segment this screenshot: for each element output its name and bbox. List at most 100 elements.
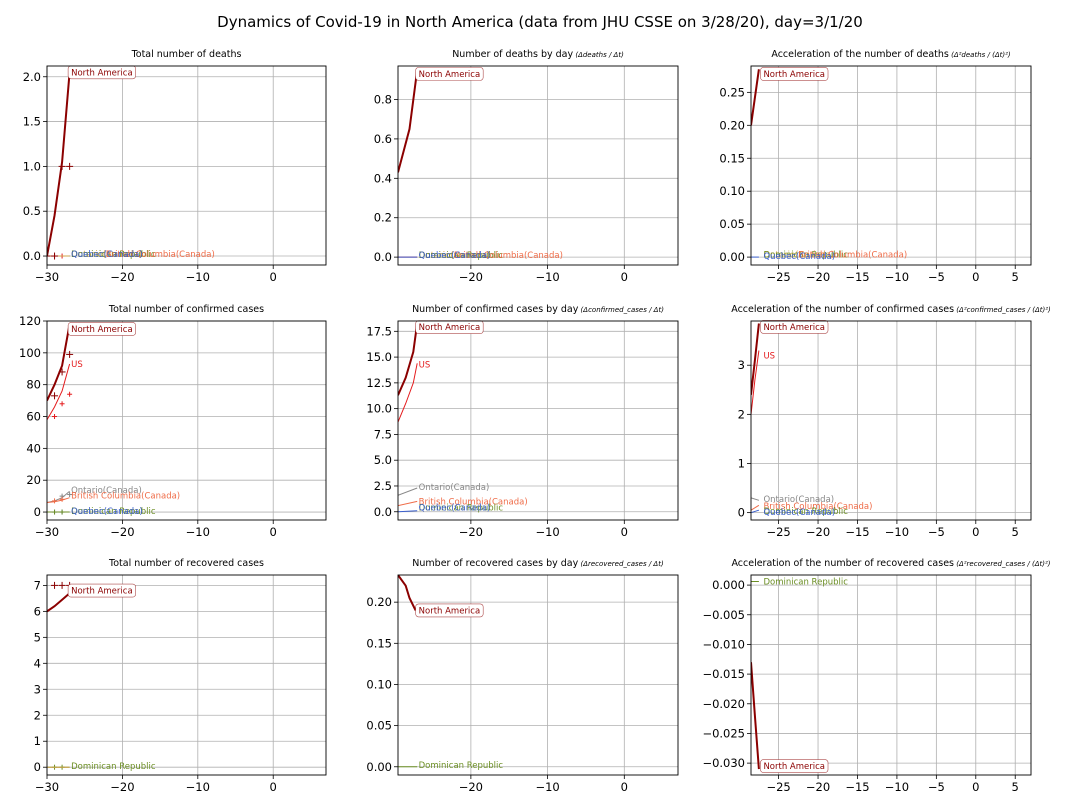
y-tick-label: 4 — [34, 656, 41, 670]
series-label: Ontario(Canada) — [763, 495, 834, 505]
plot-area — [398, 321, 678, 520]
data-point-marker — [59, 496, 65, 502]
chart-title-text: Total number of confirmed cases — [108, 304, 264, 315]
x-tick-label: −20 — [459, 780, 483, 794]
y-tick-label: 0.10 — [719, 184, 745, 198]
x-tick-label: −10 — [535, 525, 559, 539]
y-tick-label: 0.00 — [719, 250, 745, 264]
series-label: Ontario(Canada) — [71, 486, 142, 496]
x-tick-label: 0 — [972, 525, 979, 539]
y-tick-label: 1.5 — [23, 115, 41, 129]
chart-title-formula: (Δconfirmed_cases / Δt) — [578, 306, 664, 314]
chart-title: Number of recovered cases by day (Δrecov… — [412, 558, 664, 569]
series-label-text: North America — [71, 587, 133, 597]
chart-panel-recovered_rate: North America Dominican Republic −20 −10 0 0.… — [366, 558, 679, 794]
axes-frame — [397, 320, 679, 521]
y-tick-label: 3 — [738, 358, 745, 372]
x-tick-label: −5 — [928, 525, 945, 539]
x-tick-label: −10 — [535, 270, 559, 284]
y-tick-label: 1 — [34, 734, 41, 748]
series-label-text: US — [763, 351, 775, 361]
x-tick-label: −20 — [806, 270, 830, 284]
chart-panel-deaths_total: North America Ontario(Canada)Dominican Re… — [23, 49, 327, 284]
series-label: Quebec(Canada) — [71, 507, 143, 517]
series-label: Quebec(Canada) — [763, 252, 835, 262]
series-label-text: Dominican Republic — [71, 507, 156, 517]
series-line-north-america — [47, 592, 71, 613]
x-tick-label: −30 — [35, 270, 59, 284]
chart-panel-confirmed_total: North America US Ontario(Canada)British Co… — [19, 304, 327, 539]
axes-frame — [397, 65, 679, 266]
x-tick-label: −10 — [186, 270, 210, 284]
data-point-marker — [58, 162, 66, 170]
series-line-north-america — [751, 69, 760, 126]
series-label: North America — [415, 603, 484, 618]
y-tick-label: 100 — [19, 346, 41, 360]
y-tick-label: 7.5 — [374, 427, 392, 441]
series-label-text: British Columbia(Canada) — [419, 497, 528, 507]
x-tick-label: −20 — [459, 270, 483, 284]
x-tick-label: 0 — [972, 780, 979, 794]
chart-title: Acceleration of the number of recovered … — [731, 558, 1050, 569]
y-tick-label: 5 — [34, 630, 41, 644]
chart-title-formula: (Δdeaths / Δt) — [573, 51, 624, 59]
x-tick-label: 0 — [621, 270, 628, 284]
chart-panel-recovered_accel: Dominican Republic North America −25 −20 −15… — [702, 558, 1050, 794]
series-label: North America — [760, 67, 829, 81]
series-label: North America — [415, 320, 484, 334]
series-label: North America — [415, 67, 484, 81]
x-tick-label: −20 — [806, 525, 830, 539]
chart-title: Acceleration of the number of confirmed … — [731, 304, 1051, 315]
y-tick-label: 0.00 — [366, 760, 392, 774]
y-tick-label: 10.0 — [366, 402, 392, 416]
x-tick-label: −10 — [535, 780, 559, 794]
x-tick-label: −10 — [885, 525, 909, 539]
chart-panel-confirmed_accel: North America US Ontario(Canada)British Co… — [731, 304, 1051, 539]
series-label-text: US — [71, 360, 83, 370]
plot-area — [751, 575, 1031, 775]
y-tick-label: 0.20 — [366, 595, 392, 609]
series-label: North America — [67, 583, 136, 598]
series-label: British Columbia(Canada) — [106, 250, 215, 260]
series-label-text: British Columbia(Canada) — [454, 251, 563, 261]
y-tick-label: 0.0 — [23, 249, 41, 263]
series-label: Ontario(Canada) — [763, 250, 834, 260]
series-line-british-columbia-canada- — [47, 497, 70, 503]
y-tick-label: −0.005 — [702, 608, 745, 622]
x-tick-label: 0 — [621, 780, 628, 794]
y-tick-label: 0.4 — [374, 171, 392, 185]
plot-marks — [398, 69, 419, 258]
series-line-quebec-canada- — [398, 510, 418, 513]
data-point-marker — [51, 252, 59, 260]
series-label: Dominican Republic — [71, 507, 156, 517]
y-tick-label: 0.6 — [374, 132, 392, 146]
y-tick-label: 0.5 — [23, 204, 41, 218]
chart-title-formula: (Δ²deaths / (Δt)²) — [949, 51, 1011, 59]
series-label-text: Quebec(Canada) — [763, 252, 835, 262]
y-tick-label: 40 — [26, 441, 41, 455]
chart-title: Number of deaths by day (Δdeaths / Δt) — [452, 49, 624, 60]
chart-title-text: Number of deaths by day — [452, 49, 573, 60]
axes-frame — [397, 574, 679, 776]
y-tick-label: 3 — [34, 682, 41, 696]
series-label-text: Dominican Republic — [419, 251, 504, 261]
series-label-text: North America — [763, 70, 825, 80]
series-label-text: Dominican Republic — [419, 504, 504, 514]
data-point-marker — [47, 252, 51, 260]
x-tick-label: −5 — [928, 270, 945, 284]
data-point-marker — [59, 401, 65, 407]
series-label: British Columbia(Canada) — [71, 491, 180, 501]
x-tick-label: −25 — [766, 525, 790, 539]
plot-marks — [751, 323, 760, 514]
series-line-us — [751, 350, 760, 415]
series-label: British Columbia(Canada) — [763, 502, 872, 512]
x-tick-label: −10 — [885, 780, 909, 794]
data-point-marker — [59, 509, 65, 515]
y-tick-label: 20 — [26, 473, 41, 487]
axes-frame — [46, 65, 327, 266]
series-label-text: Quebec(Canada) — [763, 508, 835, 518]
x-tick-label: 5 — [1012, 780, 1019, 794]
series-label-box — [415, 603, 484, 618]
plot-marks — [398, 322, 419, 513]
